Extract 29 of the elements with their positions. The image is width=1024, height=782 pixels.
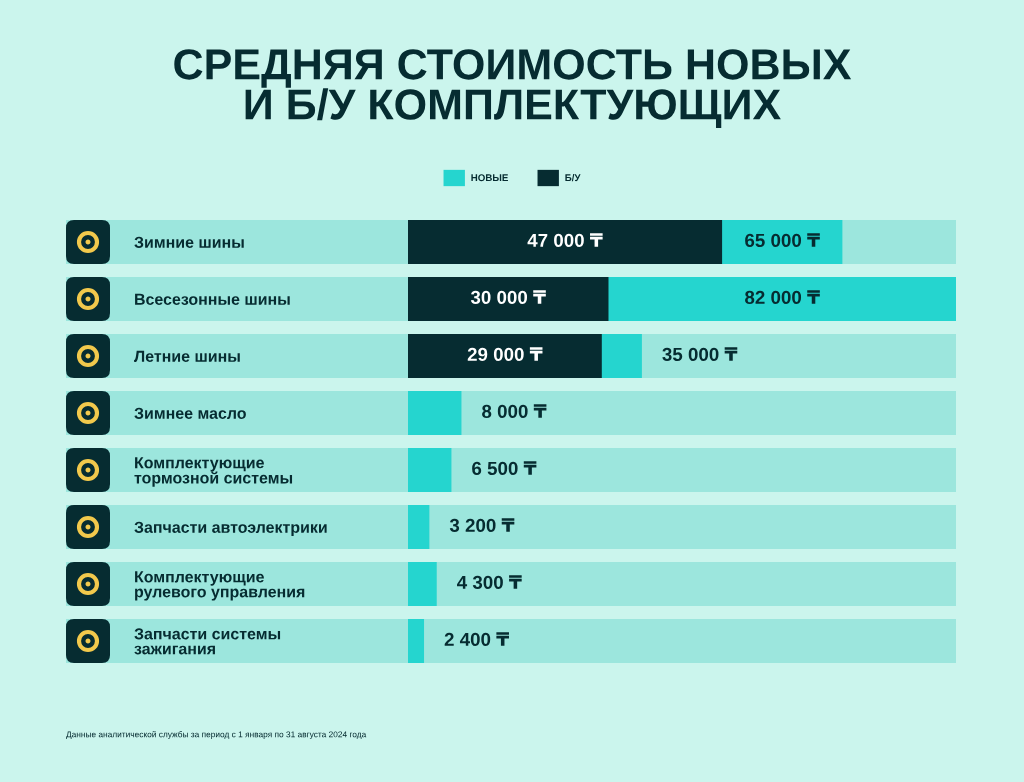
data-label: 2 400 ₸ (444, 632, 509, 647)
data-label: 8 000 ₸ (482, 404, 547, 419)
bar (408, 619, 425, 663)
y-tick-label: Комплектующие тормозной системы (134, 457, 293, 487)
legend-label: Б/У (565, 173, 581, 182)
bar (408, 334, 602, 378)
text: Данные аналитической службы за период с 1 января по 31 августа 2024 года (66, 731, 367, 739)
y-tick-label: Запчасти системы зажигания (134, 628, 281, 655)
y-tick-label: Зимние шины (134, 236, 244, 248)
data-label: 47 000 ₸ (527, 233, 603, 248)
y-tick-label: Комплектующие рулевого управления (135, 571, 305, 601)
data-label: 82 000 ₸ (745, 290, 820, 305)
bar (408, 505, 430, 549)
bar (408, 562, 437, 606)
data-label: 35 000 ₸ (662, 347, 738, 362)
data-label: 3 200 ₸ (449, 518, 515, 533)
data-label: 4 300 ₸ (457, 575, 522, 590)
y-tick-label: Летние шины (134, 350, 240, 362)
data-label: 65 000 ₸ (745, 233, 820, 248)
legend-label: НОВЫЕ (471, 174, 508, 182)
data-label: 29 000 ₸ (467, 347, 543, 362)
bar (408, 391, 462, 435)
y-tick-label: Запчасти автоэлектрики (134, 521, 327, 537)
y-tick-label: Всесезонные шины (135, 293, 290, 305)
data-label: 6 500 ₸ (472, 461, 537, 476)
y-tick-label: Зимнее масло (134, 407, 246, 419)
chart-title: СРЕДНЯЯ СТОИМОСТЬ НОВЫХ И Б/У КОМПЛЕКТУЮЩИХ (174, 49, 852, 128)
data-label: 30 000 ₸ (470, 290, 546, 305)
bar (408, 448, 452, 492)
